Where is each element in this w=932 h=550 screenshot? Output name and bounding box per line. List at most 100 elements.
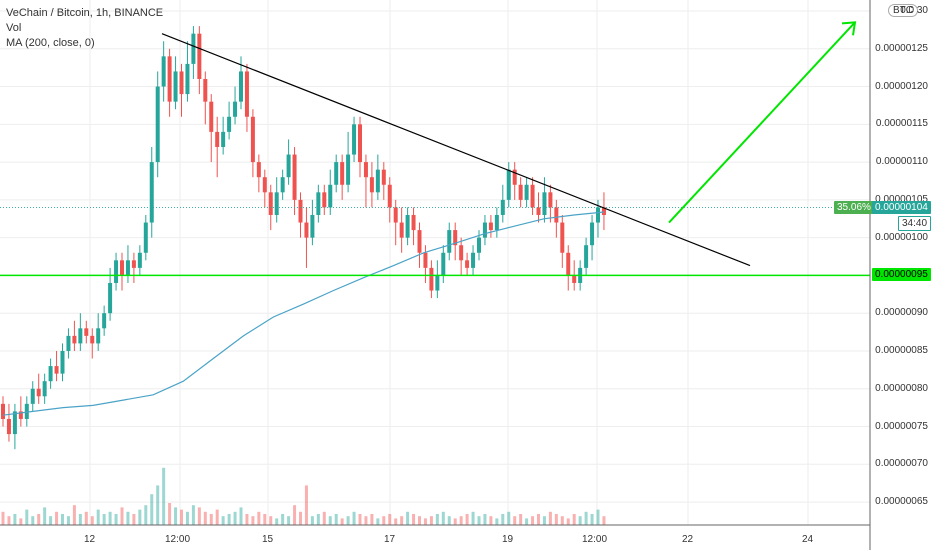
candle-body [411, 214, 416, 231]
volume-bar [72, 505, 76, 525]
volume-bars [1, 467, 606, 525]
candle-body [54, 366, 59, 374]
candle-body [221, 131, 226, 147]
volume-bar [548, 511, 552, 525]
volume-bar [554, 514, 558, 525]
candle-body [494, 214, 499, 231]
candlesticks [1, 26, 606, 450]
candle-body [125, 260, 130, 276]
volume-bar [423, 518, 427, 525]
candle-body [524, 184, 529, 200]
candle-body [566, 252, 571, 276]
volume-bar [584, 511, 588, 525]
volume-bar [138, 509, 142, 525]
volume-bar [299, 511, 302, 525]
descending-trendline[interactable] [161, 33, 751, 267]
candle-body [363, 162, 368, 178]
volume-bar [156, 485, 160, 525]
price-tick-label: 0.00000090 [875, 307, 928, 319]
chart-legend: VeChain / Bitcoin, 1h, BINANCE Vol MA (2… [6, 6, 163, 51]
target-arrow[interactable] [668, 21, 857, 224]
candle-body [60, 350, 65, 374]
volume-bar [471, 511, 475, 525]
candle-body [72, 335, 77, 344]
candle-body [465, 260, 470, 268]
price-tick-label: 0.00000120 [875, 80, 928, 92]
volume-bar [412, 514, 416, 525]
candle-body [108, 282, 113, 314]
volume-bar [376, 518, 380, 525]
volume-bar [316, 514, 320, 525]
candle-body [215, 131, 220, 147]
chart-grid [0, 0, 870, 525]
candle-body [334, 162, 339, 185]
candle-body [548, 192, 553, 208]
symbol-title[interactable]: VeChain / Bitcoin, 1h, BINANCE [6, 7, 164, 19]
candle-body [506, 169, 511, 200]
time-tick-label: 12:00 [165, 534, 191, 545]
candle-body [584, 245, 589, 268]
candle-body [560, 222, 565, 253]
candle-body [1, 403, 5, 419]
volume-bar [495, 518, 499, 525]
volume-bar [197, 507, 201, 525]
volume-bar [37, 514, 41, 525]
candle-body [6, 418, 11, 435]
price-tick-label: 0.00000070 [875, 458, 928, 470]
volume-bar [168, 503, 172, 525]
candle-body [143, 222, 148, 253]
price-tick-label: 0.0 30 [900, 5, 928, 16]
candle-body [512, 169, 517, 185]
candle-body [114, 260, 119, 283]
price-tick-label: 0.00000125 [875, 42, 928, 54]
candle-body [274, 192, 279, 215]
candle-body [286, 154, 291, 178]
volume-bar [281, 514, 285, 525]
volume-bar [1, 511, 5, 525]
candle-body [66, 335, 71, 351]
time-tick-label: 22 [682, 534, 694, 545]
volume-bar [239, 507, 243, 525]
candle-body [369, 177, 374, 193]
volume-bar [441, 511, 445, 525]
candle-body [346, 154, 351, 185]
ma-legend[interactable]: MA (200, close, 0) [6, 37, 95, 49]
currency-badge[interactable]: BTC [888, 4, 918, 17]
candle-body [340, 162, 345, 185]
volume-bar [483, 514, 487, 525]
candle-body [572, 275, 577, 283]
candle-body [435, 275, 440, 291]
volume-bar [43, 507, 47, 525]
candle-body [530, 184, 535, 208]
candle-body [18, 411, 23, 419]
volume-bar [465, 514, 469, 525]
candle-body [233, 101, 238, 117]
volume-bar [203, 511, 207, 525]
candle-body [429, 267, 434, 291]
volume-bar [382, 516, 386, 525]
volume-bar [310, 516, 314, 525]
candle-body [328, 184, 333, 208]
price-tick-label: 0.00000080 [875, 382, 928, 394]
volume-bar [418, 516, 421, 525]
candle-body [155, 86, 160, 163]
price-tick-label: 0.00000110 [875, 156, 928, 168]
volume-bar [84, 511, 88, 525]
volume-bar [31, 516, 35, 525]
candle-body [417, 230, 422, 253]
volume-bar [126, 511, 130, 525]
volume-bar [507, 511, 511, 525]
candle-body [352, 124, 357, 155]
volume-bar [566, 518, 570, 525]
price-tick-label: 0.00000100 [875, 231, 928, 243]
volume-bar [364, 516, 368, 525]
volume-bar [370, 514, 374, 525]
volume-bar [185, 511, 189, 525]
candle-body [393, 207, 398, 223]
candle-body [298, 199, 303, 223]
volume-bar [519, 514, 523, 525]
volume-legend[interactable]: Vol [6, 22, 22, 34]
candle-body [209, 101, 214, 132]
volume-bar [114, 514, 118, 525]
